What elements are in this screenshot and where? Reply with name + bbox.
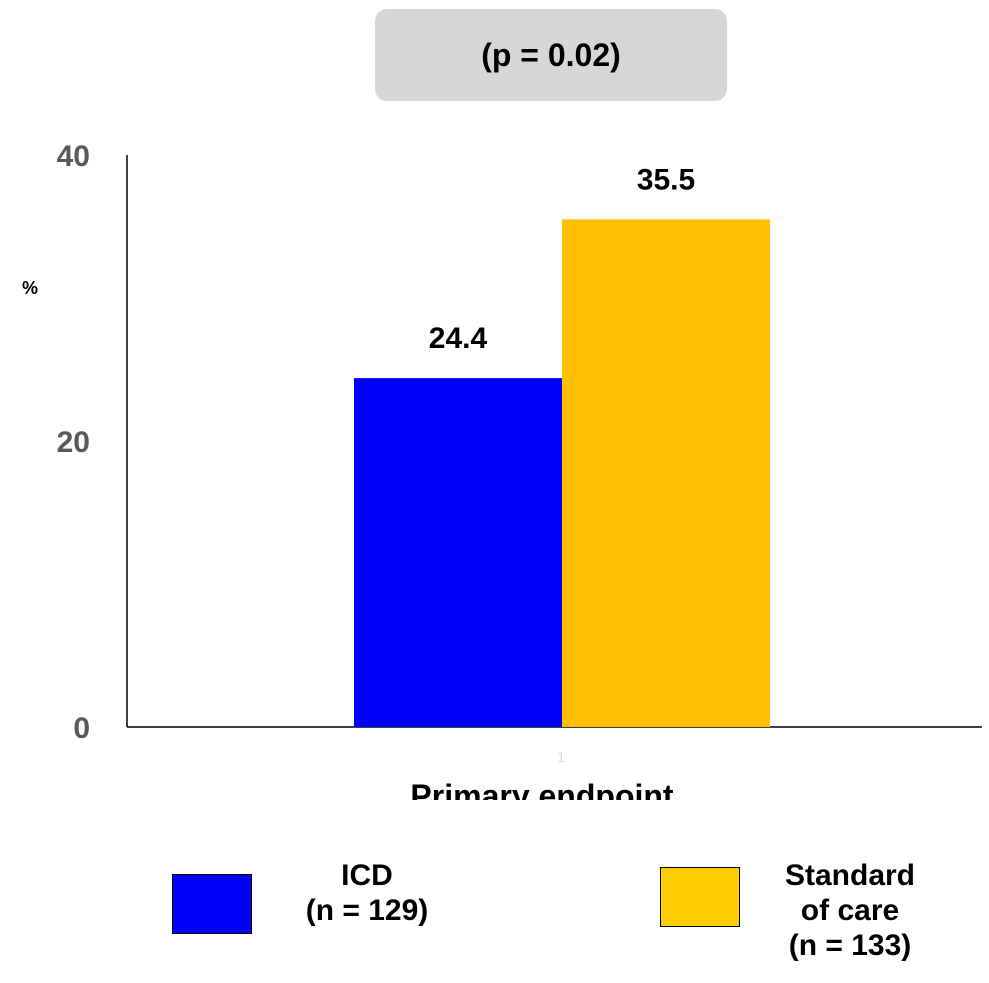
y-tick-label: 20 — [57, 426, 90, 459]
y-tick-labels: 0 20 40 — [57, 140, 90, 745]
y-tick-label: 0 — [73, 712, 90, 745]
bars: 24.4 35.5 — [354, 163, 770, 727]
data-label-standard-of-care: 35.5 — [637, 163, 695, 196]
bar-icd — [354, 378, 562, 727]
p-value-box: (p = 0.02) — [375, 9, 727, 101]
y-axis-label: % — [22, 278, 38, 298]
p-value-label: (p = 0.02) — [481, 36, 621, 73]
legend-swatch-standard-of-care — [660, 867, 740, 927]
legend-label-icd: ICD (n = 129) — [305, 859, 429, 927]
legend-label-standard-of-care: Standard of care (n = 133) — [784, 859, 916, 962]
data-label-icd: 24.4 — [429, 322, 488, 355]
x-axis-label: Primary endpoint — [410, 778, 674, 800]
category-tick-label: 1 — [557, 749, 565, 765]
bar-chart: % 1 Primary endpoint 0 20 40 24.4 35.5 — [22, 140, 982, 800]
y-tick-label: 40 — [57, 140, 90, 173]
bar-standard-of-care — [562, 219, 770, 727]
legend-swatch-icd — [172, 874, 252, 934]
